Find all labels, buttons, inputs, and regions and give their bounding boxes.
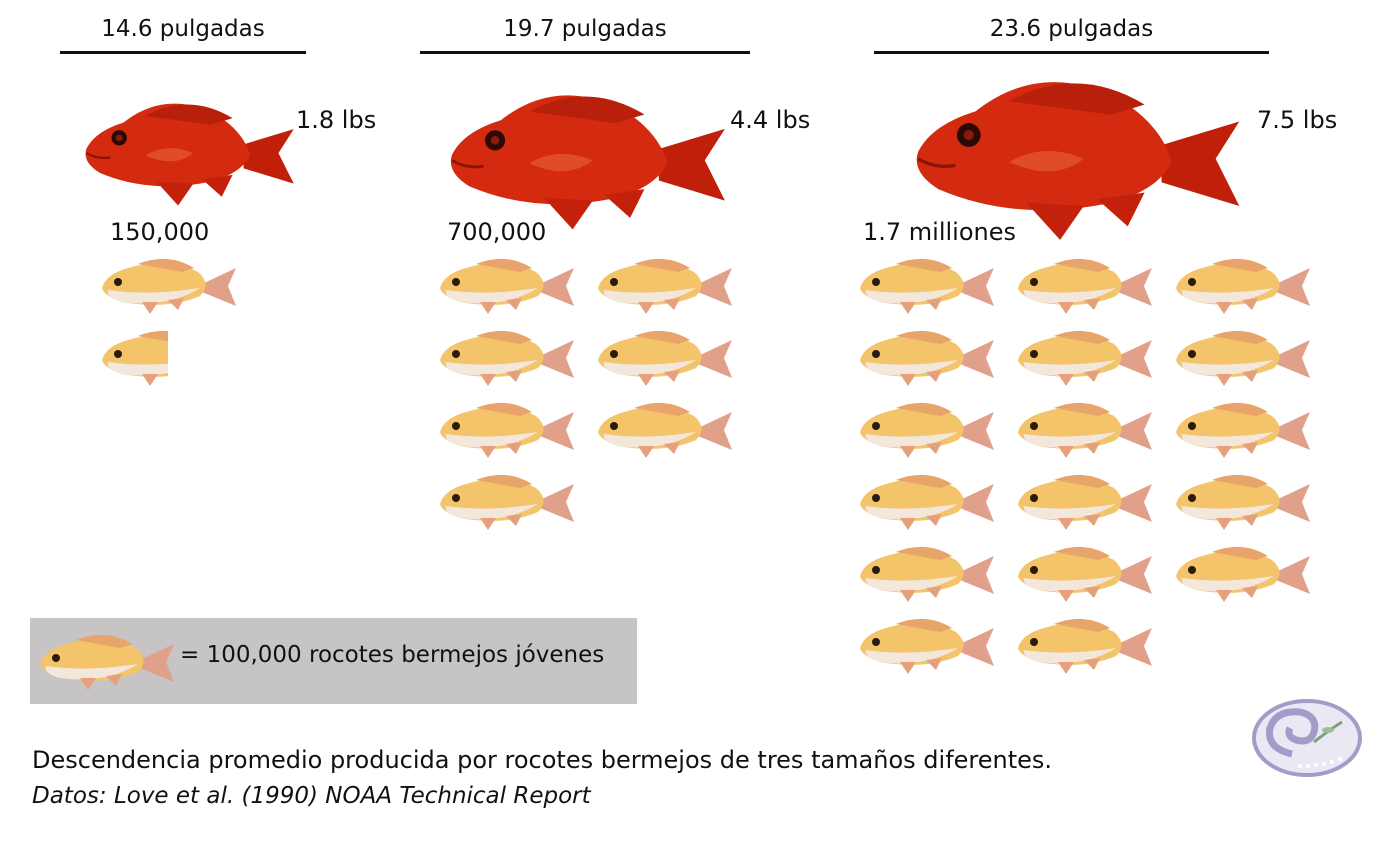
juvenile-fish-icon <box>1172 400 1312 460</box>
group-1-length: 14.6 pulgadas <box>101 16 265 42</box>
juvenile-fish-icon <box>594 400 734 460</box>
group-2-offspring: 700,000 <box>447 218 547 246</box>
group-3-rule <box>874 51 1269 54</box>
juvenile-fish-icon <box>1014 328 1154 388</box>
juvenile-fish-icon <box>856 472 996 532</box>
juvenile-fish-icon <box>856 256 996 316</box>
juvenile-fish-icon <box>594 328 734 388</box>
juvenile-fish-icon <box>856 544 996 604</box>
juvenile-fish-icon <box>856 328 996 388</box>
juvenile-fish-icon <box>1014 472 1154 532</box>
legend-label: = 100,000 rocotes bermejos jóvenes <box>180 642 605 668</box>
group-1-offspring: 150,000 <box>110 218 210 246</box>
juvenile-fish-icon <box>436 400 576 460</box>
juvenile-fish-icon <box>594 256 734 316</box>
juvenile-fish-icon <box>436 328 576 388</box>
adult-fish-icon-2 <box>418 80 756 238</box>
juvenile-fish-icon <box>436 256 576 316</box>
group-3-weight: 7.5 lbs <box>1257 106 1338 134</box>
juvenile-fish-icon <box>1014 256 1154 316</box>
juvenile-fish-icon <box>1172 256 1312 316</box>
juvenile-fish-icon <box>98 256 238 316</box>
juvenile-fish-icon <box>436 472 576 532</box>
juvenile-fish-icon <box>1014 400 1154 460</box>
juvenile-fish-icon <box>1172 544 1312 604</box>
legend-juvenile-fish-icon <box>36 632 176 692</box>
group-1-weight: 1.8 lbs <box>296 106 377 134</box>
juvenile-fish-icon <box>856 400 996 460</box>
adult-fish-icon-1 <box>62 92 316 212</box>
group-3-offspring: 1.7 milliones <box>863 218 1017 246</box>
juvenile-fish-icon <box>856 616 996 676</box>
shell-logo-icon <box>1252 699 1362 777</box>
group-2-length: 19.7 pulgadas <box>503 16 667 42</box>
juvenile-fish-partial-icon <box>98 328 168 388</box>
juvenile-fish-icon <box>1014 616 1154 676</box>
group-2-weight: 4.4 lbs <box>730 106 811 134</box>
juvenile-fish-icon <box>1172 472 1312 532</box>
chart-caption: Descendencia promedio producida por roco… <box>32 746 1053 774</box>
group-3-length: 23.6 pulgadas <box>989 16 1154 42</box>
group-2-rule <box>420 51 750 54</box>
juvenile-fish-icon <box>1014 544 1154 604</box>
juvenile-fish-icon <box>1172 328 1312 388</box>
group-1-rule <box>60 51 306 54</box>
chart-source: Datos: Love et al. (1990) NOAA Technical… <box>32 783 591 809</box>
